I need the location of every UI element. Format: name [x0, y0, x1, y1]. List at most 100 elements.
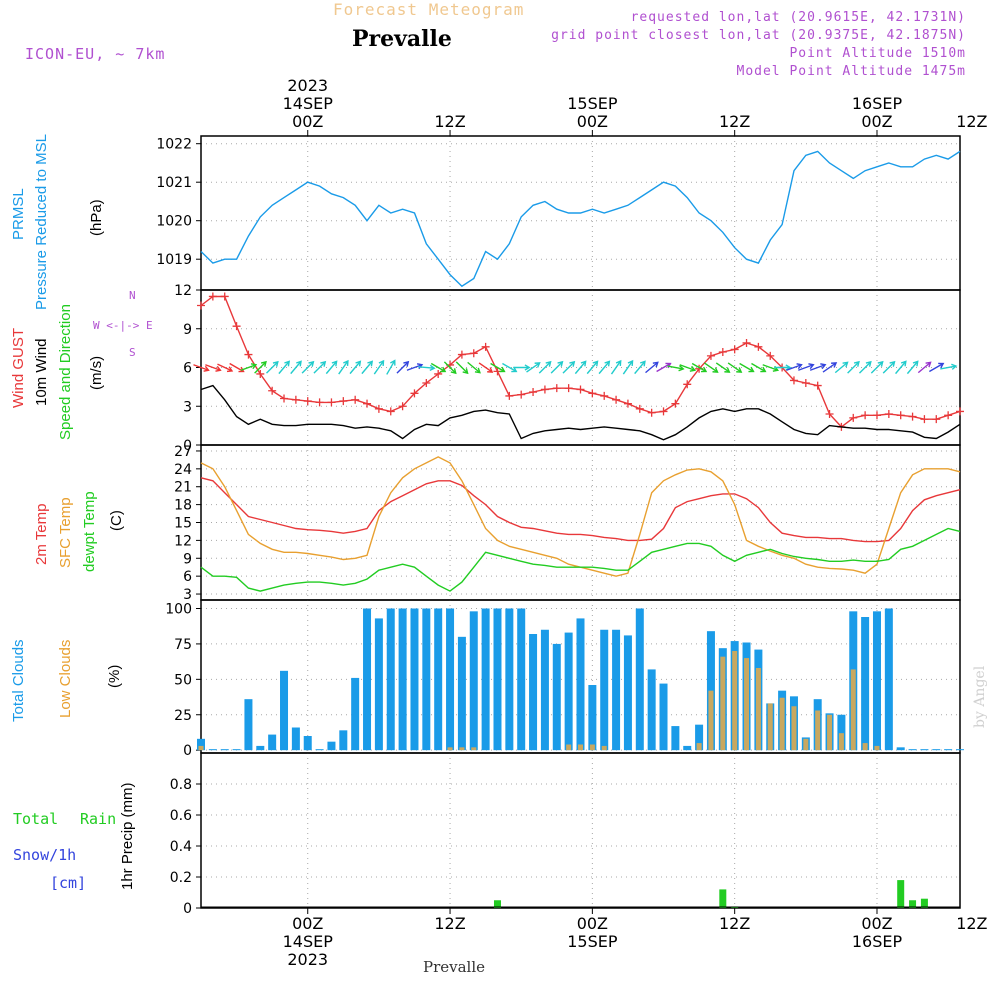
top-time-label: 2023 [287, 76, 328, 95]
wind-arrow-head [604, 360, 611, 367]
bottom-time-label: 12Z [956, 914, 987, 933]
gust-marker [825, 410, 834, 418]
gust-marker [351, 395, 360, 404]
wind-arrow [940, 365, 957, 370]
wind-arrow [895, 360, 907, 375]
wind-arrow [751, 362, 766, 373]
low-cloud-bar [827, 714, 833, 751]
wind-arrow [598, 360, 610, 375]
total-cloud-bar [351, 677, 360, 751]
total-cloud-bar [256, 745, 265, 751]
wind-arrow [254, 361, 267, 374]
wind-arrow [917, 361, 932, 374]
wind-arrow [715, 362, 730, 373]
gust-marker [197, 301, 205, 310]
gust-marker [517, 390, 526, 399]
gust-marker [244, 350, 253, 359]
wind-arrow-head [569, 360, 576, 367]
total-cloud-bar [410, 608, 419, 751]
total-cloud-bar [576, 618, 585, 751]
low-cloud-bar [874, 745, 880, 751]
wind-arrow [762, 364, 779, 371]
gust-marker [849, 413, 858, 422]
wind-arrow [290, 360, 302, 375]
faded-title: Forecast Meteogram [333, 0, 525, 19]
wind-arrow [809, 364, 826, 371]
wind-arrow [870, 361, 884, 374]
low-cloud-bar [779, 697, 785, 751]
total-cloud-bar [837, 714, 846, 751]
gust-marker [861, 411, 870, 420]
gust-marker [706, 351, 715, 360]
wind-arrow-head [912, 360, 919, 367]
gust-marker [647, 408, 656, 417]
wind-arrow [325, 360, 338, 375]
total-cloud-bar [683, 745, 692, 751]
panel-frame [200, 752, 961, 909]
gust-marker [220, 292, 229, 301]
rain-bar [920, 898, 928, 908]
low-cloud-bar [803, 738, 809, 751]
total-cloud-bar [327, 741, 336, 751]
low-cloud-bar [566, 744, 572, 751]
total-cloud-bar [529, 634, 538, 751]
gust-marker [600, 391, 609, 400]
wind-arrow-head [853, 360, 860, 367]
gust-marker [588, 389, 597, 398]
temp-dew-line [200, 527, 961, 592]
gust-marker [956, 407, 964, 416]
wind-arrow-head [557, 360, 564, 367]
wind-arrow [622, 360, 634, 375]
precip-snow-label: Snow/1h [13, 846, 77, 864]
wind-arrow-head [450, 368, 457, 375]
wind-arrow-head [331, 360, 338, 367]
wind-arrow-head [842, 361, 849, 368]
low-cloud-bar [755, 668, 761, 751]
low-cloud-bar [471, 747, 477, 751]
wind-arrow-head [615, 359, 622, 366]
total-cloud-bar [303, 736, 312, 751]
gust-marker [434, 369, 443, 378]
precip-rain-label: Rain [80, 810, 117, 828]
y-tick-label: 100 [165, 602, 192, 618]
wind-arrow [703, 362, 718, 373]
wind-arrow [373, 360, 385, 375]
wind-arrow [217, 363, 233, 372]
gust-marker [280, 394, 289, 403]
gust-marker [718, 348, 727, 356]
gust-marker [422, 379, 431, 387]
total-cloud-bar [600, 629, 609, 751]
wind-arrow-head [462, 368, 469, 375]
wind-arrow [882, 361, 895, 374]
low-cloud-bar [838, 733, 844, 751]
wind-arrow [586, 360, 599, 375]
wind-arrow-head [689, 365, 697, 372]
gust-marker [208, 292, 217, 301]
wind-arrow-head [627, 359, 634, 366]
gust-marker [469, 349, 478, 358]
wind-arrow [906, 360, 919, 375]
total-cloud-bar [386, 608, 395, 751]
wind-arrow-head [499, 366, 506, 373]
bottom-time-label: 12Z [719, 914, 750, 933]
wind-arrow-head [474, 367, 481, 374]
wind-arrow [656, 362, 671, 373]
y-tick-label: 12 [174, 283, 192, 299]
total-cloud-bar [493, 608, 502, 751]
top-time-label: 12Z [434, 112, 465, 131]
y-tick-label: 9 [183, 551, 192, 567]
y-tick-label: 1020 [156, 214, 192, 230]
y-tick-label: 0 [183, 743, 192, 759]
top-time-label: 16SEP [852, 94, 903, 113]
gust-marker [529, 388, 538, 397]
wind-arrow [574, 360, 587, 375]
low-cloud-bar [862, 743, 868, 751]
y-tick-label: 15 [174, 516, 192, 532]
requested-coords: requested lon,lat (20.9615E, 42.1731N) [630, 10, 966, 25]
wind-arrow [443, 361, 457, 374]
total-cloud-bar [208, 749, 217, 751]
wind-arrow-head [580, 360, 587, 367]
y-tick-label: 0.2 [170, 870, 192, 886]
low-cloud-bar [589, 744, 595, 751]
total-cloud-bar [588, 685, 597, 751]
